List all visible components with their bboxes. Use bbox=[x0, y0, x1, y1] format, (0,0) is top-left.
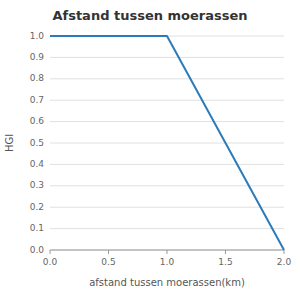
grid-line bbox=[50, 207, 284, 208]
grid-line bbox=[50, 228, 284, 229]
grid-line bbox=[50, 121, 284, 122]
tick-label: 0.2 bbox=[30, 202, 44, 212]
tick-label: 0.1 bbox=[30, 223, 44, 233]
tick-label: 1.0 bbox=[30, 31, 45, 41]
line bbox=[50, 36, 284, 250]
tick-label: 1.5 bbox=[218, 257, 232, 267]
plot-area bbox=[50, 36, 284, 250]
chart: 0.0 0.1 0.2 0.3 0.4 0.5 0.6 0.7 0.8 0.9 1.0 0.0 0.5 1… bbox=[0, 0, 300, 300]
grid-line bbox=[50, 164, 284, 165]
tick-label: 0.0 bbox=[30, 245, 45, 255]
tick-label: 0.5 bbox=[30, 138, 44, 148]
tick-label: 0.5 bbox=[101, 257, 115, 267]
x-axis: 0.0 0.5 1.0 1.5 2.0 bbox=[43, 250, 292, 267]
grid bbox=[50, 36, 284, 250]
grid-line bbox=[50, 143, 284, 144]
grid-line bbox=[50, 100, 284, 101]
tick-label: 1.0 bbox=[160, 257, 175, 267]
tick-label: 0.8 bbox=[30, 73, 45, 83]
tick-label: 0.0 bbox=[43, 257, 58, 267]
y-axis: 0.0 0.1 0.2 0.3 0.4 0.5 0.6 0.7 0.8 0.9 1.0 bbox=[30, 31, 45, 255]
tick-mark bbox=[108, 250, 109, 254]
tick-label: 0.4 bbox=[30, 159, 45, 169]
tick-label: 0.6 bbox=[30, 116, 45, 126]
tick-mark bbox=[50, 250, 51, 254]
tick-label: 0.3 bbox=[30, 180, 44, 190]
title: Afstand tussen moerassen bbox=[52, 8, 247, 23]
tick-mark bbox=[284, 250, 285, 254]
grid-line bbox=[50, 78, 284, 79]
y-axis-label: HGI bbox=[4, 134, 15, 152]
grid-line bbox=[50, 57, 284, 58]
tick-label: 2.0 bbox=[277, 257, 292, 267]
tick-label: 0.7 bbox=[30, 95, 44, 105]
tick-label: 0.9 bbox=[30, 52, 45, 62]
x-axis-label: afstand tussen moerassen(km) bbox=[89, 277, 245, 288]
tick-mark bbox=[167, 250, 168, 254]
tick-mark bbox=[225, 250, 226, 254]
